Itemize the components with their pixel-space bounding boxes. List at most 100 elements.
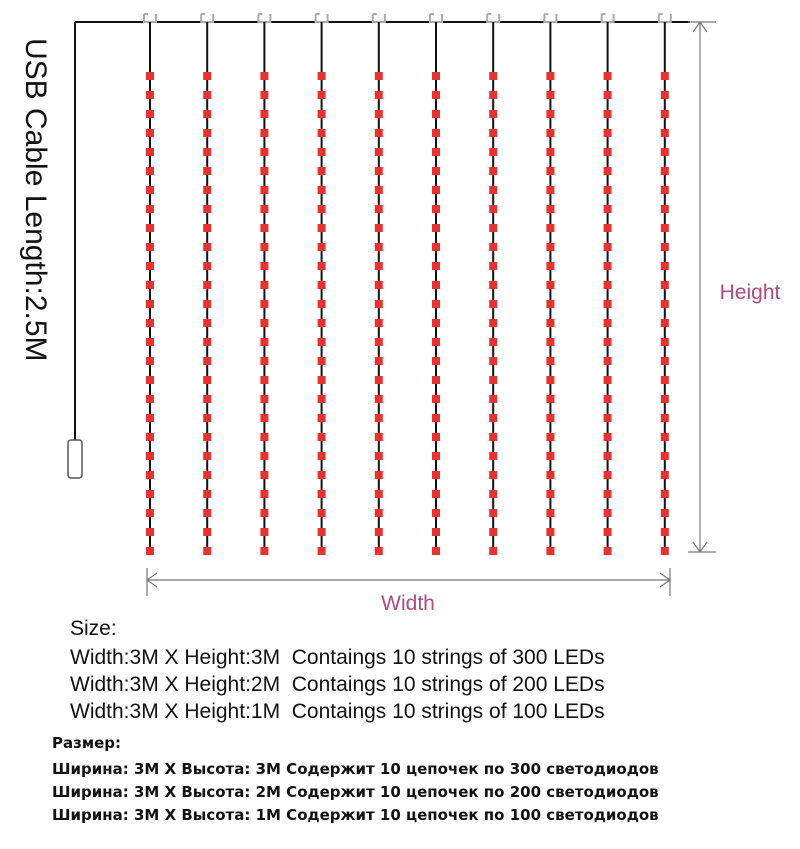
led [317, 452, 326, 460]
led [374, 319, 383, 327]
led [546, 414, 555, 422]
led [374, 243, 383, 251]
led [317, 148, 326, 156]
led [317, 72, 326, 80]
led [146, 148, 154, 156]
led [432, 243, 440, 251]
size-ru-line: Ширина: 3M X Высота: 3M Содержит 10 цепо… [52, 760, 659, 778]
led [203, 205, 212, 213]
width-arrow-heads [145, 568, 672, 596]
hook [257, 13, 272, 23]
led [432, 395, 440, 403]
led [660, 129, 669, 137]
led [260, 300, 269, 308]
led [603, 338, 612, 346]
led [660, 300, 669, 308]
led [432, 376, 440, 384]
led [489, 471, 498, 479]
led [546, 281, 555, 289]
hook [143, 13, 157, 23]
led [432, 319, 440, 327]
led [489, 243, 498, 251]
led [489, 224, 498, 232]
led [317, 281, 326, 289]
led [146, 72, 154, 80]
led [603, 110, 612, 118]
led [546, 91, 555, 99]
led [374, 357, 383, 365]
led [203, 148, 212, 156]
size-ru-line: Ширина: 3M X Высота: 2M Содержит 10 цепо… [52, 783, 659, 801]
led [317, 224, 326, 232]
led [146, 281, 154, 289]
led [374, 528, 383, 536]
led [146, 91, 154, 99]
led [432, 509, 440, 517]
curtain-lights [67, 13, 716, 596]
led [203, 300, 212, 308]
led [146, 110, 154, 118]
led [660, 319, 669, 327]
led [146, 490, 154, 498]
led [660, 167, 669, 175]
led [317, 319, 326, 327]
led [146, 433, 154, 441]
led [432, 471, 440, 479]
led [660, 91, 669, 99]
led [317, 395, 326, 403]
led [317, 262, 326, 270]
led [603, 167, 612, 175]
led [603, 129, 612, 137]
led [603, 414, 612, 422]
led [374, 262, 383, 270]
hook [543, 13, 558, 23]
led [660, 148, 669, 156]
led [374, 338, 383, 346]
led [660, 547, 669, 555]
led [146, 376, 154, 384]
led [203, 262, 212, 270]
led [432, 300, 440, 308]
led [260, 148, 269, 156]
led [660, 224, 669, 232]
led [203, 319, 212, 327]
led [260, 262, 269, 270]
led [489, 338, 498, 346]
led [374, 205, 383, 213]
led [660, 395, 669, 403]
led [374, 452, 383, 460]
led [546, 224, 555, 232]
led [546, 452, 555, 460]
led [489, 262, 498, 270]
led [489, 72, 498, 80]
led [603, 433, 612, 441]
cable-label: USB Cable Length:2.5M [19, 38, 52, 362]
led [146, 547, 154, 555]
led [546, 110, 555, 118]
led [260, 528, 269, 536]
led [146, 357, 154, 365]
led [660, 186, 669, 194]
size-line: Width:3M X Height:1M Contaings 10 string… [70, 700, 605, 723]
width-label: Width [381, 592, 435, 615]
led [660, 357, 669, 365]
led [317, 509, 326, 517]
led [546, 395, 555, 403]
led [260, 205, 269, 213]
led [374, 224, 383, 232]
led [546, 338, 555, 346]
led [546, 376, 555, 384]
led [660, 262, 669, 270]
usb-plug [67, 439, 83, 479]
led [146, 205, 154, 213]
led [432, 452, 440, 460]
led [374, 186, 383, 194]
led [203, 395, 212, 403]
led [146, 129, 154, 137]
led [260, 376, 269, 384]
led [203, 433, 212, 441]
led [546, 167, 555, 175]
led [603, 357, 612, 365]
led [489, 490, 498, 498]
led [203, 509, 212, 517]
